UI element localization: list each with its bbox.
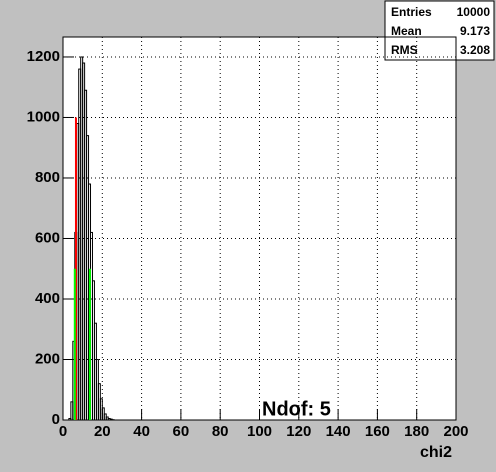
x-tick-label: 180 bbox=[404, 423, 429, 440]
stats-label: Mean bbox=[391, 24, 422, 38]
x-tick-label: 80 bbox=[212, 423, 229, 440]
annotation: Ndof: 5 bbox=[262, 398, 331, 420]
x-tick-label: 200 bbox=[443, 423, 468, 440]
y-tick-label: 1000 bbox=[27, 108, 60, 125]
x-tick-label: 100 bbox=[247, 423, 272, 440]
plot-area bbox=[63, 37, 456, 420]
x-tick-label: 40 bbox=[133, 423, 150, 440]
x-tick-label: 120 bbox=[286, 423, 311, 440]
y-tick-label: 600 bbox=[35, 229, 60, 246]
y-tick-label: 400 bbox=[35, 290, 60, 307]
x-axis-label: chi2 bbox=[420, 444, 452, 461]
x-tick-label: 0 bbox=[59, 423, 67, 440]
y-tick-label: 800 bbox=[35, 169, 60, 186]
stats-value: 9.173 bbox=[460, 24, 490, 38]
y-tick-label: 200 bbox=[35, 350, 60, 367]
x-tick-label: 160 bbox=[365, 423, 390, 440]
stats-label: Entries bbox=[391, 5, 432, 19]
stats-value: 10000 bbox=[457, 5, 491, 19]
stats-value: 3.208 bbox=[460, 43, 490, 57]
x-tick-label: 140 bbox=[326, 423, 351, 440]
y-tick-label: 1200 bbox=[27, 48, 60, 65]
stats-box bbox=[384, 0, 495, 61]
stats-label: RMS bbox=[391, 43, 418, 57]
x-tick-label: 60 bbox=[173, 423, 190, 440]
frame bbox=[62, 36, 457, 421]
x-tick-label: 20 bbox=[94, 423, 111, 440]
y-tick-label: 0 bbox=[52, 411, 60, 428]
